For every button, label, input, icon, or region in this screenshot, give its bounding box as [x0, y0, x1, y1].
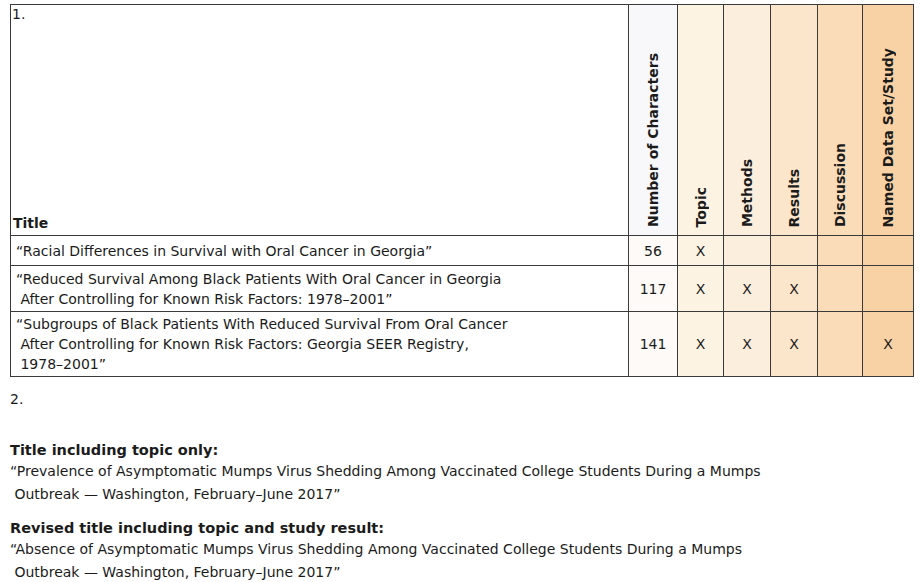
revised-title-text: “Absence of Asymptomatic Mumps Virus She… — [10, 538, 910, 582]
header-row: Title Number of Characters Topic Methods… — [11, 5, 914, 236]
column-label-results: Results — [787, 169, 801, 227]
mark-cell-discussion — [818, 312, 863, 377]
title-cell: “Reduced Survival Among Black Patients W… — [11, 266, 629, 312]
mark-cell-methods: X — [724, 312, 771, 377]
column-label-topic: Topic — [694, 187, 708, 227]
title-comparison-table: Title Number of Characters Topic Methods… — [10, 4, 914, 377]
char-count-cell: 56 — [629, 236, 678, 266]
header-cell-named-data-set-study: Named Data Set/Study — [863, 5, 914, 236]
column-label-named-data-set-study: Named Data Set/Study — [881, 48, 895, 228]
topic-only-title-text: “Prevalence of Asymptomatic Mumps Virus … — [10, 460, 910, 506]
mark-cell-topic: X — [678, 266, 724, 312]
mark-cell-results: X — [771, 266, 818, 312]
header-cell-results: Results — [771, 5, 818, 236]
mark-cell-results: X — [771, 312, 818, 377]
mark-cell-named-data-set-study — [863, 266, 914, 312]
mark-cell-named-data-set-study — [863, 236, 914, 266]
mark-cell-discussion — [818, 266, 863, 312]
mark-cell-methods: X — [724, 266, 771, 312]
header-cell-number-of-characters: Number of Characters — [629, 5, 678, 236]
table-row: “Racial Differences in Survival with Ora… — [11, 236, 914, 266]
header-cell-methods: Methods — [724, 5, 771, 236]
header-cell-topic: Topic — [678, 5, 724, 236]
column-label-methods: Methods — [740, 159, 754, 227]
mark-cell-discussion — [818, 236, 863, 266]
document-page: 1. Title Number of Characters Topic Meth… — [0, 0, 920, 582]
title-column-header: Title — [11, 5, 629, 236]
title-cell: “Racial Differences in Survival with Ora… — [11, 236, 629, 266]
column-label-discussion: Discussion — [833, 143, 847, 227]
item-number-2: 2. — [10, 391, 23, 407]
column-label-number-of-characters: Number of Characters — [646, 53, 660, 227]
table-row: “Reduced Survival Among Black Patients W… — [11, 266, 914, 312]
mark-cell-topic: X — [678, 312, 724, 377]
mark-cell-results — [771, 236, 818, 266]
mumps-title-examples-section: Title including topic only: “Prevalence … — [10, 441, 910, 582]
mark-cell-methods — [724, 236, 771, 266]
title-cell: “Subgroups of Black Patients With Reduce… — [11, 312, 629, 377]
topic-only-heading: Title including topic only: — [10, 441, 910, 460]
header-cell-discussion: Discussion — [818, 5, 863, 236]
char-count-cell: 117 — [629, 266, 678, 312]
mark-cell-named-data-set-study: X — [863, 312, 914, 377]
table-row: “Subgroups of Black Patients With Reduce… — [11, 312, 914, 377]
mark-cell-topic: X — [678, 236, 724, 266]
char-count-cell: 141 — [629, 312, 678, 377]
revised-title-heading: Revised title including topic and study … — [10, 519, 910, 538]
